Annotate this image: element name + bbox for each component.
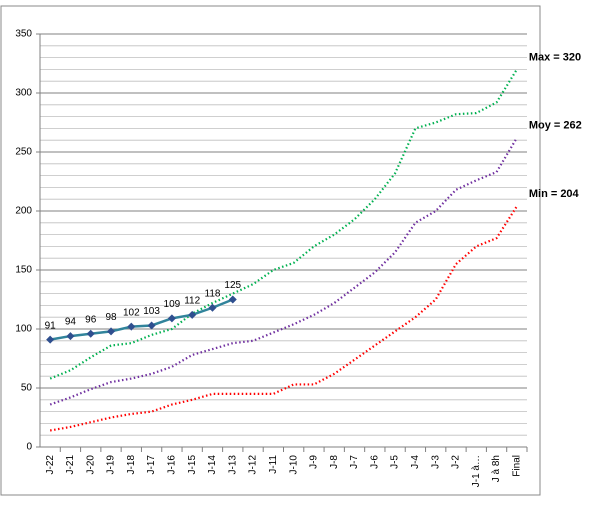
x-tick-label: J-21 [65,455,76,475]
x-tick-label: J-20 [85,455,96,475]
x-tick-label: J-14 [207,455,218,475]
x-tick-label: J-1 à… [471,455,482,487]
x-tick-label: J-17 [146,455,157,475]
data-label: 94 [65,317,77,328]
marker [46,335,55,344]
data-label: 91 [45,320,57,331]
y-tick-label: 150 [15,265,32,276]
x-tick-label: J-4 [410,455,421,469]
x-tick-label: J-15 [187,455,198,475]
x-tick-label: J-6 [369,455,380,469]
marker [66,332,75,341]
x-tick-label: J-9 [309,455,320,469]
x-tick-label: J-3 [430,455,441,469]
x-tick-label: J à 8h [491,455,502,482]
data-label: 96 [85,314,97,325]
y-tick-label: 250 [15,147,32,158]
x-tick-label: J-12 [248,455,259,475]
end-label: Moy = 262 [529,120,582,132]
x-tick-label: J-5 [390,455,401,469]
x-tick-label: J-11 [268,455,279,474]
data-label: 118 [205,288,221,299]
end-label: Max = 320 [529,51,581,63]
x-tick-label: J-8 [329,455,340,469]
data-label: 103 [143,306,160,317]
data-label: 112 [184,295,200,306]
x-tick-label: J-10 [288,455,299,475]
x-tick-label: J-16 [167,455,178,475]
y-tick-label: 300 [15,88,32,99]
y-tick-label: 100 [15,324,32,335]
data-label: 102 [123,307,140,318]
x-tick-label: J-19 [106,455,117,475]
marker [107,327,116,336]
y-tick-label: 350 [15,29,32,40]
marker [127,322,136,331]
y-tick-label: 0 [26,442,32,453]
marker [208,303,217,312]
marker [188,310,197,319]
chart-frame [0,5,541,496]
y-tick-label: 50 [21,383,33,394]
x-tick-label: J-22 [45,455,56,475]
data-label: 125 [224,280,241,291]
x-tick-label: J-2 [451,455,462,469]
marker [147,321,156,330]
x-tick-label: J-7 [349,455,360,469]
data-label: 98 [105,312,117,323]
marker [167,314,176,323]
end-label: Min = 204 [529,188,580,200]
series-line [49,298,234,341]
data-label: 109 [164,299,181,310]
y-tick-label: 200 [15,206,32,217]
marker [228,295,237,304]
x-tick-label: J-13 [227,455,238,475]
x-tick-label: J-18 [126,455,137,475]
x-tick-label: Final [511,455,522,477]
marker [86,329,95,338]
